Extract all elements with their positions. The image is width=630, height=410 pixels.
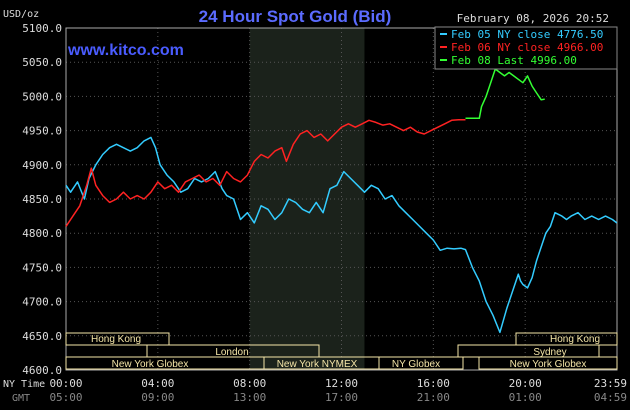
y-tick-label: 5050.0 bbox=[22, 56, 62, 69]
x-tick-label-ny: 23:59 bbox=[594, 377, 627, 390]
y-tick-label: 4900.0 bbox=[22, 159, 62, 172]
series-line-1 bbox=[65, 118, 466, 227]
series-line-2 bbox=[465, 68, 545, 120]
session-label-ny-globex-3: New York Globex bbox=[510, 359, 587, 370]
session-box-ny-globex-3 bbox=[478, 356, 618, 370]
site-url: www.kitco.com bbox=[67, 42, 184, 59]
x-tick-label-gmt: 13:00 bbox=[233, 391, 266, 404]
x-tick-label-ny: 04:00 bbox=[141, 377, 174, 390]
y-tick-label: 5100.0 bbox=[22, 22, 62, 35]
x-tick-label-gmt: 01:00 bbox=[509, 391, 542, 404]
x-tick-label-gmt: 21:00 bbox=[417, 391, 450, 404]
y-tick-label: 4850.0 bbox=[22, 193, 62, 206]
y-tick-label: 4800.0 bbox=[22, 227, 62, 240]
x-tick-label-gmt: 04:59 bbox=[594, 391, 627, 404]
session-label-sydney: Sydney bbox=[533, 347, 566, 358]
x-tick-label-gmt: 17:00 bbox=[325, 391, 358, 404]
session-box-hong-kong-1 bbox=[65, 332, 170, 346]
shaded-session-region bbox=[249, 28, 365, 370]
legend-entry-feb05: Feb 05 NY close 4776.50 bbox=[451, 28, 603, 41]
x-tick-label-ny: 00:00 bbox=[49, 377, 82, 390]
session-label-ny-globex-1: New York Globex bbox=[112, 359, 189, 370]
y-tick-label: 4650.0 bbox=[22, 330, 62, 343]
chart-title: 24 Hour Spot Gold (Bid) bbox=[199, 7, 392, 26]
session-label-hong-kong-2: Hong Kong bbox=[550, 334, 600, 345]
x-tick-label-gmt: 05:00 bbox=[49, 391, 82, 404]
x-tick-label-ny: 20:00 bbox=[509, 377, 542, 390]
ny-time-axis-title: NY Time bbox=[3, 379, 45, 390]
session-label-ny-nymex: New York NYMEX bbox=[277, 359, 358, 370]
y-tick-label: 4700.0 bbox=[22, 296, 62, 309]
legend: Feb 05 NY close 4776.50 Feb 06 NY close … bbox=[434, 26, 618, 70]
legend-entry-feb08: Feb 08 Last 4996.00 bbox=[451, 54, 577, 67]
session-label-hong-kong-1: Hong Kong bbox=[91, 334, 141, 345]
unit-label: USD/oz bbox=[3, 9, 39, 20]
x-tick-label-gmt: 09:00 bbox=[141, 391, 174, 404]
series-lines bbox=[65, 68, 618, 334]
session-label-ny-globex-2: NY Globex bbox=[392, 359, 440, 370]
timestamp: February 08, 2026 20:52 bbox=[457, 12, 609, 25]
y-tick-label: 4950.0 bbox=[22, 125, 62, 138]
y-tick-label: 4750.0 bbox=[22, 261, 62, 274]
x-tick-label-ny: 16:00 bbox=[417, 377, 450, 390]
market-sessions: Hong Kong Hong Kong London Sydney New Yo… bbox=[65, 332, 618, 370]
x-tick-label-ny: 08:00 bbox=[233, 377, 266, 390]
x-axis: 00:00 04:00 08:00 12:00 16:00 20:00 23:59 05:00… bbox=[49, 377, 627, 404]
x-tick-label-ny: 12:00 bbox=[325, 377, 358, 390]
y-tick-label: 5000.0 bbox=[22, 90, 62, 103]
plot-frame bbox=[65, 27, 618, 371]
legend-entry-feb06: Feb 06 NY close 4966.00 bbox=[451, 41, 603, 54]
legend-box bbox=[434, 26, 618, 70]
session-label-london: London bbox=[215, 347, 248, 358]
y-axis: 4600.0 4650.0 4700.0 4750.0 4800.0 4850.0 4900… bbox=[22, 22, 62, 377]
session-box-ny-globex-2 bbox=[378, 356, 464, 370]
y-tick-label: 4600.0 bbox=[22, 364, 62, 377]
series-line-0 bbox=[65, 136, 618, 334]
gmt-axis-title: GMT bbox=[12, 393, 30, 404]
